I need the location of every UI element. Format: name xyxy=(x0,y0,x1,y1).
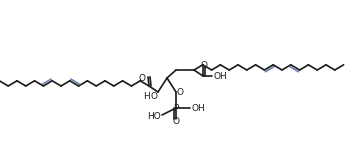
Text: O: O xyxy=(177,87,184,96)
Text: HO: HO xyxy=(147,112,161,120)
Text: P: P xyxy=(173,104,179,113)
Text: OH: OH xyxy=(191,104,205,113)
Text: O: O xyxy=(139,74,146,82)
Text: O: O xyxy=(201,61,207,70)
Text: OH: OH xyxy=(213,71,227,80)
Text: O: O xyxy=(151,91,157,100)
Text: O: O xyxy=(173,117,180,126)
Text: H: H xyxy=(143,91,150,100)
